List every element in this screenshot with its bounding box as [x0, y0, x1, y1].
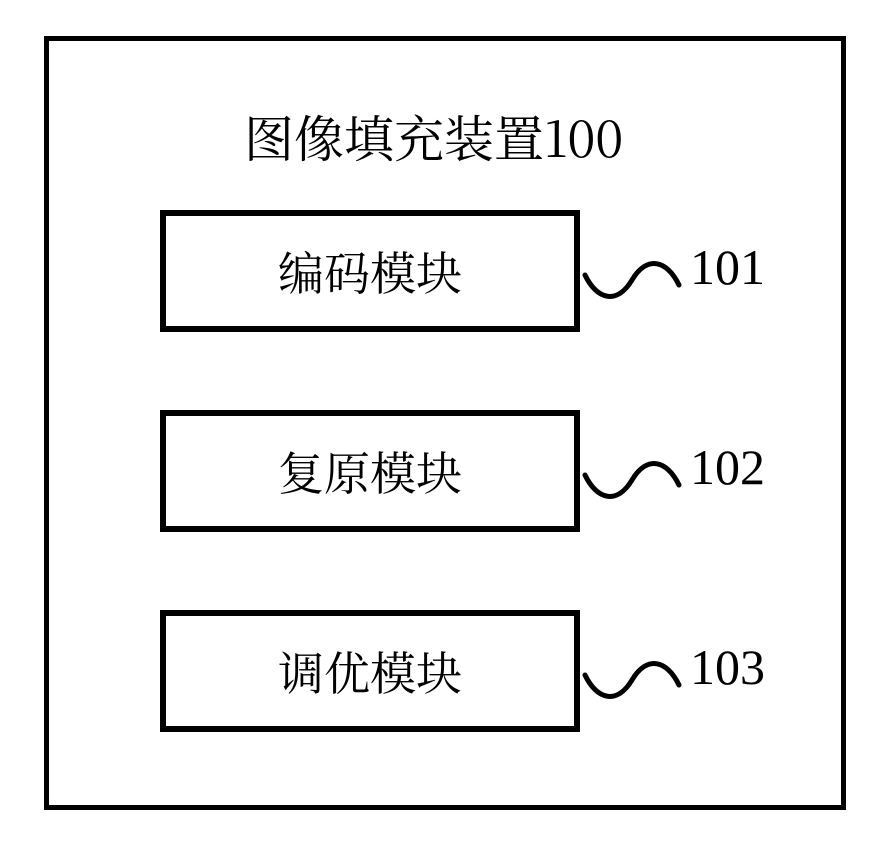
leader-squiggle-103	[582, 650, 682, 710]
diagram-title: 图像填充装置100	[244, 100, 623, 172]
module-label-101: 编码模块	[278, 238, 462, 304]
diagram-canvas: 图像填充装置100 编码模块 101 复原模块 102 调优模块 103	[0, 0, 891, 843]
module-box-102: 复原模块	[160, 410, 580, 532]
module-label-103: 调优模块	[278, 638, 462, 704]
ref-number-102: 102	[690, 438, 765, 496]
leader-squiggle-101	[582, 250, 682, 310]
module-box-103: 调优模块	[160, 610, 580, 732]
leader-squiggle-102	[582, 450, 682, 510]
ref-number-101: 101	[690, 238, 765, 296]
module-label-102: 复原模块	[278, 438, 462, 504]
module-box-101: 编码模块	[160, 210, 580, 332]
ref-number-103: 103	[690, 638, 765, 696]
